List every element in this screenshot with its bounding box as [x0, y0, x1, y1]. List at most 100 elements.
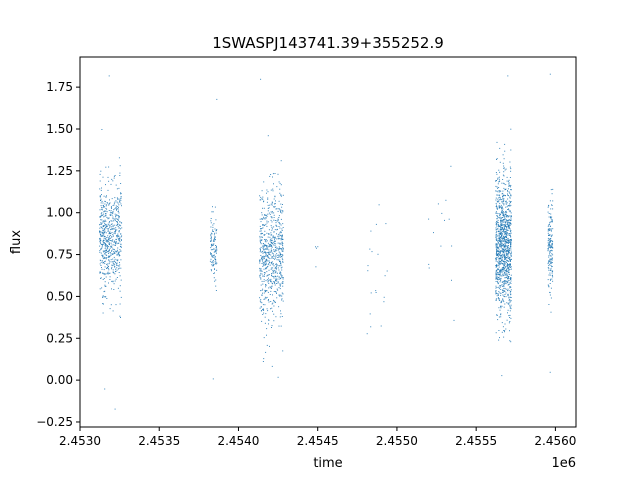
data-point [497, 268, 499, 270]
data-point [505, 220, 507, 222]
data-point [274, 245, 276, 247]
data-point [503, 265, 505, 266]
data-point [104, 388, 106, 390]
data-point [108, 244, 110, 246]
data-point [497, 264, 499, 266]
data-point [548, 269, 550, 271]
data-point [273, 276, 275, 278]
data-point [498, 252, 500, 254]
data-point [499, 213, 501, 215]
data-point [104, 201, 106, 203]
data-point [272, 267, 274, 269]
data-point [498, 178, 500, 180]
data-point [266, 215, 268, 217]
data-point [550, 246, 552, 248]
data-point [550, 218, 552, 220]
data-point [210, 240, 212, 241]
data-point [547, 262, 549, 264]
y-tick-label: 1.00 [46, 206, 73, 220]
data-point [508, 185, 510, 187]
data-point [106, 208, 108, 210]
data-point [547, 232, 549, 234]
data-point [109, 240, 111, 241]
data-point [276, 265, 278, 267]
data-point [110, 233, 112, 234]
data-point [114, 220, 116, 222]
data-point [261, 212, 263, 214]
data-point [276, 280, 278, 282]
data-point [280, 239, 282, 241]
x-axis-ticks: 2.4530 2.4535 2.4540 2.4545 2.4550 2.4555 2.45… [59, 427, 576, 448]
data-point [499, 216, 501, 218]
data-point [100, 236, 102, 237]
data-point [497, 273, 499, 275]
data-point [495, 246, 497, 248]
data-point [113, 227, 115, 229]
data-point [551, 193, 553, 195]
data-point [271, 365, 273, 367]
data-point [108, 282, 109, 284]
data-point [114, 233, 116, 235]
data-point [500, 316, 502, 318]
data-point [263, 207, 265, 209]
data-point [108, 241, 110, 243]
data-point [500, 223, 502, 225]
data-point [502, 270, 504, 272]
data-point [106, 250, 107, 251]
data-point [118, 242, 120, 244]
data-point [315, 246, 316, 248]
data-point [552, 228, 554, 230]
data-point [498, 257, 500, 259]
data-point [499, 190, 501, 192]
data-point [503, 254, 505, 256]
data-point [503, 214, 505, 216]
data-point [499, 337, 500, 339]
data-point [547, 263, 549, 265]
data-point [495, 332, 497, 334]
data-point [263, 245, 265, 247]
data-point [279, 188, 281, 190]
data-point [498, 235, 500, 237]
data-point [508, 216, 510, 218]
data-point [497, 277, 499, 279]
data-point [504, 248, 506, 250]
data-point [101, 267, 102, 268]
data-point [384, 275, 386, 277]
data-point [550, 297, 552, 299]
data-point [502, 285, 504, 287]
data-point [510, 254, 512, 256]
data-point [276, 225, 278, 227]
data-point [262, 236, 263, 238]
data-point [107, 246, 109, 247]
data-point [502, 291, 504, 293]
data-point [505, 248, 507, 250]
data-point [267, 264, 269, 266]
data-point [496, 190, 498, 192]
data-point [495, 271, 497, 273]
data-point [268, 229, 270, 231]
data-point [497, 187, 499, 189]
data-point [501, 259, 502, 261]
data-point [272, 244, 274, 246]
data-point [120, 250, 122, 252]
data-point [500, 220, 501, 222]
data-point [499, 254, 501, 256]
data-point [551, 262, 553, 264]
data-point [503, 252, 505, 254]
data-point [500, 240, 502, 242]
data-point [267, 221, 269, 223]
data-point [504, 237, 505, 239]
data-point [280, 248, 282, 249]
data-point [271, 274, 273, 276]
data-point [107, 228, 109, 230]
data-point [280, 283, 282, 285]
data-point [507, 264, 509, 265]
data-point [502, 266, 504, 268]
data-point [260, 233, 262, 235]
data-point [273, 250, 275, 252]
data-point [99, 216, 101, 218]
data-point [214, 268, 215, 270]
data-point [267, 197, 269, 199]
data-point [504, 280, 506, 281]
data-point [509, 269, 511, 270]
